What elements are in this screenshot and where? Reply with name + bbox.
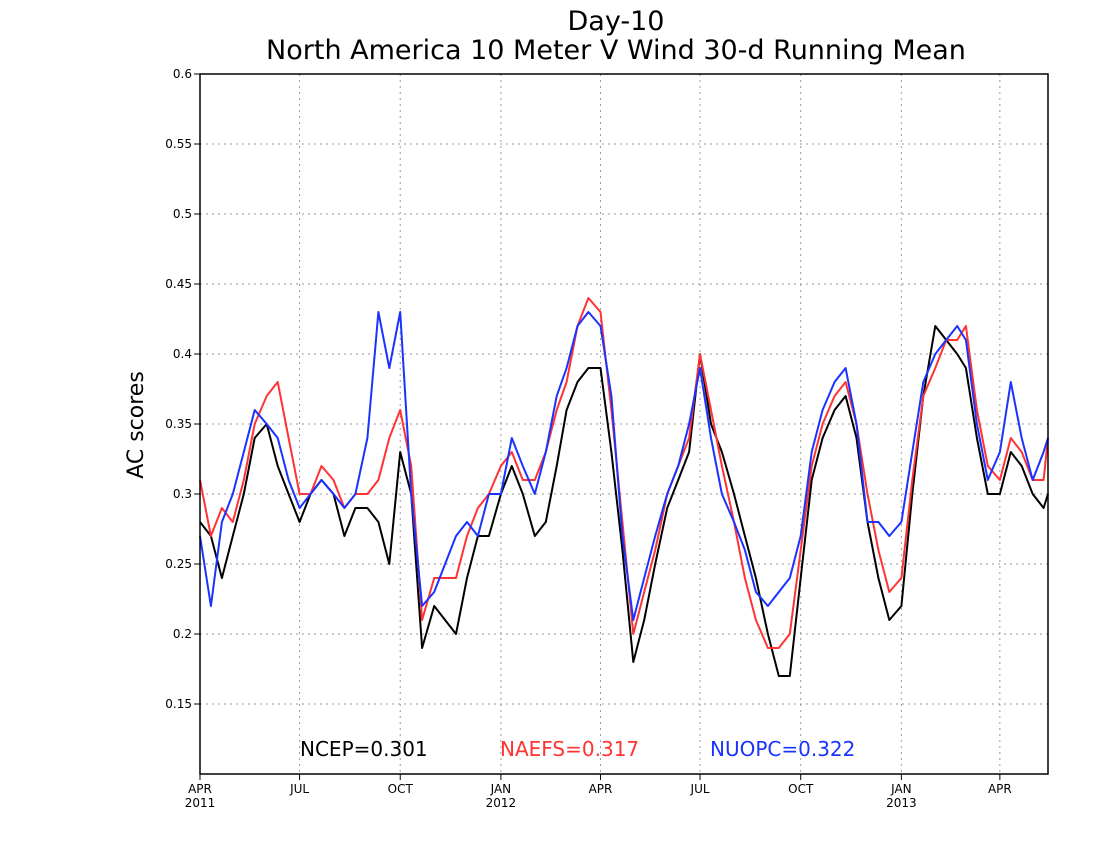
series-line-ncep [199, 325, 1049, 677]
legend-item-naefs: NAEFS=0.317 [500, 737, 639, 761]
series-line-naefs [199, 297, 1049, 649]
y-tick-label: 0.45 [165, 277, 192, 291]
x-tick-label: APR [188, 782, 212, 796]
series-line-nuopc [199, 311, 1049, 621]
y-tick-label: 0.15 [165, 697, 192, 711]
y-tick-label: 0.2 [173, 627, 192, 641]
y-tick-label: 0.25 [165, 557, 192, 571]
x-tick-label: APR [589, 782, 613, 796]
x-tick-year-label: 2013 [886, 796, 917, 810]
y-tick-label: 0.55 [165, 137, 192, 151]
x-tick-year-label: 2012 [486, 796, 517, 810]
y-tick-label: 0.3 [173, 487, 192, 501]
x-tick-label: JUL [690, 782, 710, 796]
y-axis-label: AC scores [124, 371, 149, 479]
x-tick-label: APR [988, 782, 1012, 796]
chart-title: Day-10 [568, 6, 665, 37]
x-tick-label: OCT [388, 782, 414, 796]
legend-item-ncep: NCEP=0.301 [300, 737, 428, 761]
y-tick-label: 0.35 [165, 417, 192, 431]
chart-subtitle: North America 10 Meter V Wind 30-d Runni… [266, 35, 966, 66]
x-tick-year-label: 2011 [185, 796, 216, 810]
x-tick-label: JUL [289, 782, 309, 796]
y-tick-label: 0.4 [173, 347, 192, 361]
y-tick-label: 0.6 [173, 67, 192, 81]
legend-item-nuopc: NUOPC=0.322 [710, 737, 855, 761]
grid [199, 73, 1048, 774]
x-tick-label: JAN [490, 782, 512, 796]
x-tick-label: JAN [890, 782, 912, 796]
y-axis: 0.15 0.2 0.25 0.3 0.35 0.4 0.45 0.5 0.55 0.6 [165, 67, 200, 711]
legend: NCEP=0.301 NAEFS=0.317 NUOPC=0.322 [300, 737, 855, 761]
y-tick-label: 0.5 [173, 207, 192, 221]
series-group [199, 297, 1049, 677]
x-tick-label: OCT [788, 782, 814, 796]
